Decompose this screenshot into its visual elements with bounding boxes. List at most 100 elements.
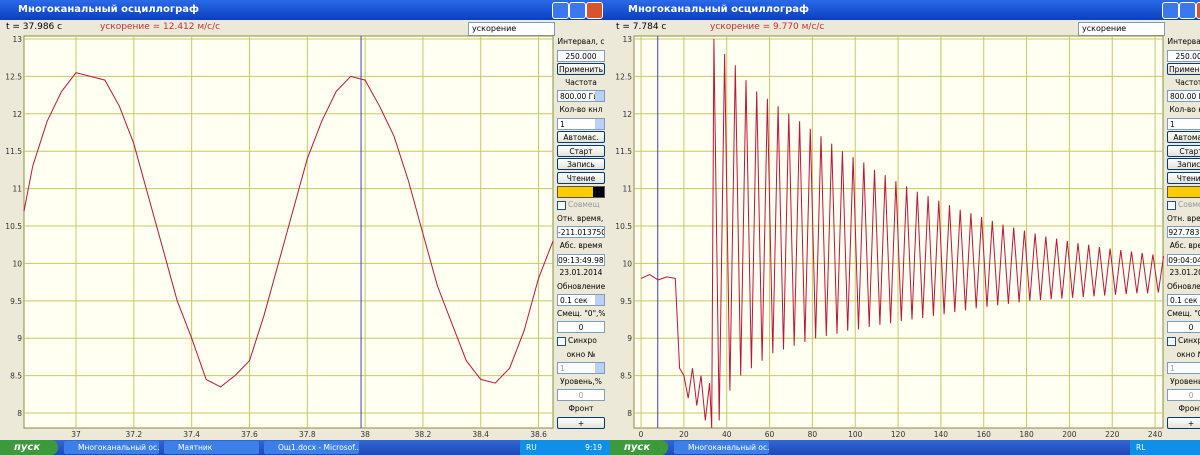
x-tick-label: 240 <box>1148 430 1163 439</box>
label: Фронт <box>1178 404 1200 414</box>
button[interactable]: + <box>557 416 605 429</box>
label: 23.01.2014 <box>1169 268 1200 278</box>
y-tick-label: 11 <box>622 185 632 194</box>
button[interactable]: Старт <box>557 144 605 157</box>
check-label: Совмещ <box>568 200 600 210</box>
check-label: Синхро <box>1178 336 1200 346</box>
value-readout: ускорение = 9.770 м/с/с <box>710 22 825 32</box>
label: Смещ. "0",% <box>557 308 605 318</box>
button[interactable]: Чтение <box>1167 171 1200 184</box>
data-line <box>23 72 554 388</box>
field[interactable]: 09:13:49.986 <box>557 253 605 266</box>
select[interactable]: 0.1 сек <box>557 294 605 307</box>
language[interactable]: RL <box>1136 443 1146 452</box>
y-tick-label: 10.5 <box>5 222 22 231</box>
task-button[interactable]: Многоканальный ос... <box>64 441 159 454</box>
checkbox: Совмещ <box>1167 199 1200 211</box>
minimize-button[interactable] <box>552 2 569 19</box>
y-tick-label: 10 <box>622 259 632 268</box>
button[interactable]: Применить <box>557 63 605 76</box>
label: Интервал, с <box>557 37 605 46</box>
button[interactable]: Чтение <box>557 171 605 184</box>
select[interactable]: 1 <box>557 117 605 130</box>
button[interactable]: Запись <box>557 158 605 171</box>
x-tick-label: 37.2 <box>125 430 142 439</box>
check-box <box>557 336 566 346</box>
task-button[interactable]: Маятник <box>164 441 259 454</box>
window: Многоканальный осциллограф t = 37.986 с ус… <box>0 0 610 455</box>
x-tick-label: 200 <box>1062 430 1077 439</box>
time-readout: t = 37.986 с <box>6 22 63 32</box>
x-tick-label: 37 <box>71 430 81 439</box>
plot-area <box>23 35 554 429</box>
y-tick-label: 10.5 <box>615 222 632 231</box>
y-tick-label: 10 <box>12 259 22 268</box>
start-button[interactable]: пуск <box>610 440 668 455</box>
minimize-button[interactable] <box>1162 2 1179 19</box>
swatch-part <box>558 186 593 197</box>
button[interactable]: Старт <box>1167 144 1200 157</box>
task-button[interactable]: Ощ1.docx - Microsof... <box>264 441 359 454</box>
x-tick-label: 20 <box>679 430 689 439</box>
x-tick-label: 0 <box>639 430 644 439</box>
checkbox[interactable]: Синхро <box>557 335 605 347</box>
system-tray: RU 9:19 <box>520 440 610 455</box>
close-button[interactable] <box>586 2 603 19</box>
check-box <box>1167 200 1176 210</box>
checkbox: Совмещ <box>557 199 605 211</box>
field[interactable]: 0 <box>557 321 605 334</box>
color-swatch[interactable] <box>1167 185 1200 198</box>
task-button[interactable]: Многоканальный ос... <box>674 441 769 454</box>
x-tick-label: 38.4 <box>472 430 489 439</box>
checkbox[interactable]: Синхро <box>1167 335 1200 347</box>
taskbar: пуск Многоканальный ос... RL9:0 <box>610 440 1200 455</box>
y-tick-label: 12 <box>12 110 22 119</box>
select[interactable]: 800.00 Гц <box>557 90 605 103</box>
field[interactable]: 250.000 <box>1167 49 1200 62</box>
button[interactable]: + <box>1167 416 1200 429</box>
button[interactable]: Запись <box>1167 158 1200 171</box>
language[interactable]: RU <box>526 443 537 452</box>
x-tick-label: 38 <box>360 430 370 439</box>
y-tick-label: 11.5 <box>615 147 632 156</box>
time-readout: t = 7.784 с <box>616 22 667 32</box>
label: Абс. время <box>559 240 603 250</box>
button[interactable]: Автомас. <box>557 131 605 144</box>
color-swatch[interactable] <box>557 185 605 198</box>
y-tick-label: 12.5 <box>5 72 22 81</box>
check-box <box>1167 336 1176 346</box>
field[interactable]: 0 <box>1167 321 1200 334</box>
field[interactable]: -211.013750 <box>557 226 605 239</box>
chart: 8 8.5 9 9.5 10 10.5 11 11.5 12 12.5 13 37 37.2 37.4 37… <box>5 35 554 439</box>
select[interactable]: 800.00 Гц <box>1167 90 1200 103</box>
x-tick-label: 120 <box>891 430 906 439</box>
button[interactable]: Автомас. <box>1167 131 1200 144</box>
x-tick-label: 37.4 <box>183 430 200 439</box>
y-tick-label: 12.5 <box>615 72 632 81</box>
x-tick-label: 180 <box>1019 430 1034 439</box>
field[interactable]: 927.783750 <box>1167 226 1200 239</box>
field[interactable]: 250.000 <box>557 49 605 62</box>
maximize-button[interactable] <box>569 2 586 19</box>
x-tick-label: 37.6 <box>241 430 258 439</box>
maximize-button[interactable] <box>1179 2 1196 19</box>
y-tick-label: 11 <box>12 185 22 194</box>
start-button[interactable]: пуск <box>0 440 58 455</box>
label: Уровень,% <box>560 376 602 386</box>
y-tick-label: 11.5 <box>5 147 22 156</box>
value-readout: ускорение = 12.412 м/с/с <box>100 22 221 32</box>
label: Интервал, с <box>1167 37 1200 46</box>
button[interactable]: Применить <box>1167 63 1200 76</box>
select[interactable]: 1 <box>1167 117 1200 130</box>
y-tick-label: 12 <box>622 110 632 119</box>
label: Кол-во кнл <box>1169 104 1200 114</box>
y-tick-label: 8.5 <box>620 372 632 381</box>
select[interactable]: 0.1 сек <box>1167 294 1200 307</box>
x-tick-label: 38.6 <box>530 430 547 439</box>
label: Смещ. "0",% <box>1167 308 1200 318</box>
close-button[interactable] <box>1196 2 1200 19</box>
field[interactable]: 09:04:04.78 <box>1167 253 1200 266</box>
label: окно № <box>566 349 596 359</box>
y-tick-label: 8 <box>627 409 632 418</box>
